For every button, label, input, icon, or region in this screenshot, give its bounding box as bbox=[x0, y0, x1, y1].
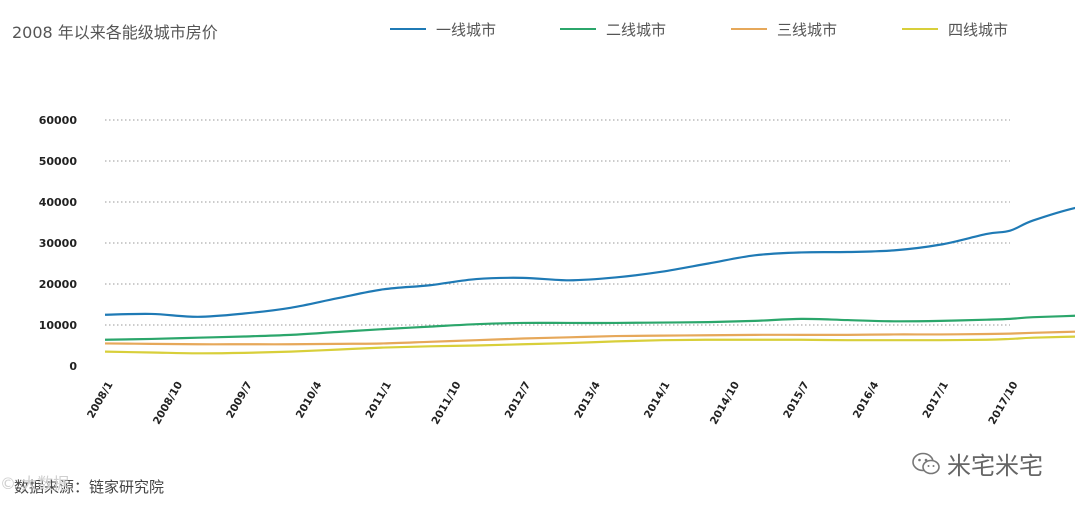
x-tick-label: 2012/7 bbox=[503, 380, 534, 421]
y-tick-label: 0 bbox=[69, 360, 77, 373]
x-tick-label: 2008/1 bbox=[85, 380, 116, 421]
watermark-right: 米宅米宅 bbox=[911, 446, 1043, 481]
legend-item-tier2: 二线城市 bbox=[560, 19, 666, 39]
x-tick-label: 2014/1 bbox=[642, 380, 673, 421]
y-tick-label: 60000 bbox=[39, 114, 78, 127]
x-tick-label: 2016/4 bbox=[851, 380, 882, 421]
x-tick-label: 2011/1 bbox=[363, 380, 394, 421]
x-tick-label: 2008/10 bbox=[151, 380, 185, 427]
series-line-2 bbox=[104, 314, 1075, 341]
series-line-1 bbox=[104, 206, 1075, 318]
legend-swatch-tier3 bbox=[731, 28, 767, 30]
x-tick-label: 2009/7 bbox=[224, 380, 255, 421]
chart-title: 2008 年以来各能级城市房价 bbox=[12, 23, 218, 42]
legend-swatch-tier1 bbox=[390, 28, 426, 30]
y-tick-label: 20000 bbox=[39, 278, 78, 291]
legend-item-tier1: 一线城市 bbox=[390, 19, 496, 39]
series-line-4 bbox=[104, 335, 1075, 355]
x-tick-label: 2014/10 bbox=[708, 380, 742, 427]
legend-label-tier3: 三线城市 bbox=[777, 20, 838, 39]
legend-label-tier2: 二线城市 bbox=[606, 20, 667, 39]
y-tick-label: 50000 bbox=[39, 155, 78, 168]
x-tick-label: 2011/10 bbox=[429, 380, 463, 427]
x-tick-label: 2015/7 bbox=[781, 380, 812, 421]
x-tick-label: 2013/4 bbox=[572, 380, 603, 421]
x-tick-label: 2010/4 bbox=[294, 380, 325, 421]
legend-swatch-tier2 bbox=[560, 28, 596, 30]
data-source-note: 数据来源：链家研究院 bbox=[14, 478, 165, 496]
y-tick-label: 10000 bbox=[39, 319, 78, 332]
watermark-right-text: 米宅米宅 bbox=[947, 452, 1043, 480]
legend-item-tier4: 四线城市 bbox=[902, 19, 1008, 39]
watermark-left: © 大数据 bbox=[0, 474, 70, 493]
legend-item-tier3: 三线城市 bbox=[731, 19, 837, 39]
legend-label-tier1: 一线城市 bbox=[436, 20, 497, 39]
legend-label-tier4: 四线城市 bbox=[948, 20, 1009, 39]
y-tick-label: 30000 bbox=[39, 237, 78, 250]
wechat-icon bbox=[912, 452, 940, 474]
y-tick-label: 40000 bbox=[39, 196, 78, 209]
x-tick-label: 2017/10 bbox=[986, 380, 1020, 427]
legend-swatch-tier4 bbox=[902, 28, 938, 30]
x-tick-label: 2017/1 bbox=[920, 380, 951, 421]
series-line-3 bbox=[104, 330, 1075, 346]
